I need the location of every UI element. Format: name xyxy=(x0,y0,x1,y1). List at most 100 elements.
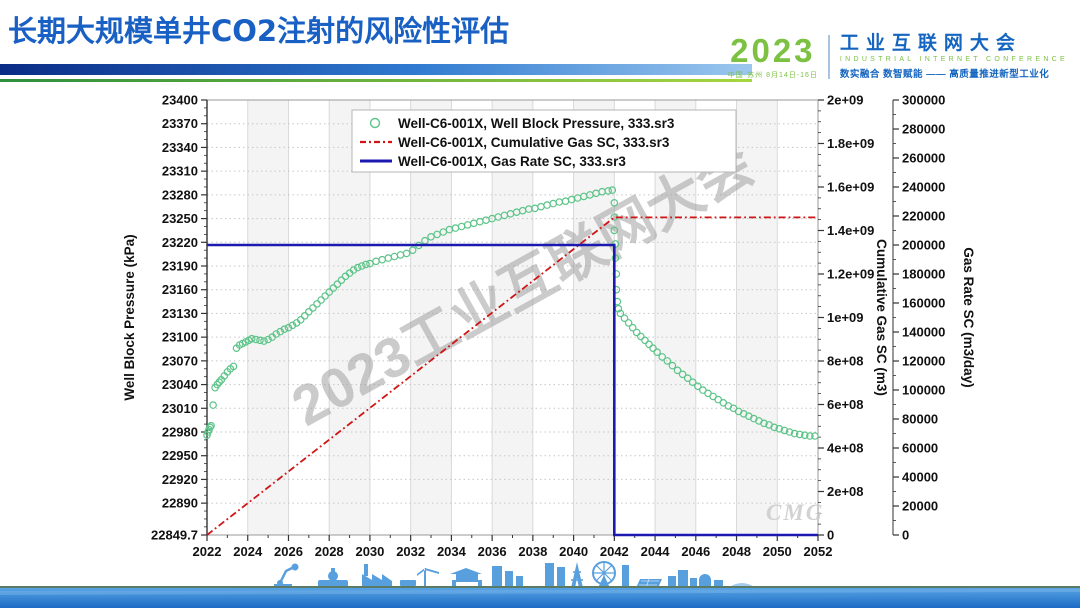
footer-dark-line xyxy=(0,586,1080,588)
svg-text:23220: 23220 xyxy=(162,235,198,250)
svg-text:4e+08: 4e+08 xyxy=(827,441,864,456)
factory-icon xyxy=(362,564,392,588)
svg-text:23040: 23040 xyxy=(162,377,198,392)
svg-text:23010: 23010 xyxy=(162,401,198,416)
svg-text:2034: 2034 xyxy=(437,544,467,559)
ferris-wheel-icon xyxy=(592,561,616,588)
svg-text:22849.7: 22849.7 xyxy=(151,528,198,543)
svg-text:23310: 23310 xyxy=(162,164,198,179)
logo-venue: 中国·苏州 8月14日-16日 xyxy=(727,72,818,79)
solar-panel-icon xyxy=(636,578,662,589)
header-accent-line xyxy=(0,79,752,82)
pressure-gas-chart: 2022 2024 2026 2028 2030 2032 2034 2036 2038 2040… xyxy=(122,93,976,560)
svg-text:6e+08: 6e+08 xyxy=(827,397,864,412)
robot-arm-icon xyxy=(274,563,299,588)
svg-text:0: 0 xyxy=(902,528,909,543)
chimney-icon xyxy=(622,565,629,588)
svg-text:120000: 120000 xyxy=(902,354,945,369)
svg-text:23190: 23190 xyxy=(162,259,198,274)
y-axis-right-gasrate: 0 20000 40000 60000 80000 100000 120000 140000 1… xyxy=(893,93,976,543)
svg-text:2038: 2038 xyxy=(518,544,547,559)
conference-logo: 2023 中国·苏州 8月14日-16日 工业互联网大会 INDUSTRIAL … xyxy=(728,34,1068,80)
logo-divider xyxy=(827,35,830,79)
svg-text:40000: 40000 xyxy=(902,470,938,485)
svg-text:280000: 280000 xyxy=(902,122,945,137)
svg-text:Well-C6-001X, Cumulative Gas S: Well-C6-001X, Cumulative Gas SC, 333.sr3 xyxy=(398,135,670,150)
y-axis-left: 23400 23370 23340 23310 23280 23250 23220 23190… xyxy=(122,93,207,543)
svg-text:2024: 2024 xyxy=(233,544,263,559)
x-axis: 2022 2024 2026 2028 2030 2032 2034 2036 2038 2040… xyxy=(193,535,833,559)
svg-text:1.2e+09: 1.2e+09 xyxy=(827,267,874,282)
logo-text-block: 工业互联网大会 INDUSTRIAL INTERNET CONFERENCE 数… xyxy=(840,34,1068,80)
logo-slogan: 数实融合 数智赋能 —— 高质量推进新型工业化 xyxy=(839,69,1050,80)
city-cluster-icon xyxy=(668,570,756,590)
svg-text:240000: 240000 xyxy=(902,180,945,195)
svg-text:23100: 23100 xyxy=(162,330,198,345)
svg-text:2040: 2040 xyxy=(559,544,588,559)
footer-band xyxy=(0,588,1080,608)
svg-text:2e+08: 2e+08 xyxy=(827,484,864,499)
svg-text:2e+09: 2e+09 xyxy=(827,93,864,108)
series-1 xyxy=(206,216,818,536)
footer-skyline xyxy=(0,561,1080,608)
logo-name-cn: 工业互联网大会 xyxy=(839,33,1022,54)
svg-text:2026: 2026 xyxy=(274,544,303,559)
svg-text:23280: 23280 xyxy=(162,187,198,202)
chart-legend: Well-C6-001X, Well Block Pressure, 333.s… xyxy=(351,109,737,173)
page-title: 长期大规模单井CO2注射的风险性评估 xyxy=(8,14,510,48)
svg-text:2028: 2028 xyxy=(315,544,344,559)
svg-text:2046: 2046 xyxy=(681,544,710,559)
svg-text:22980: 22980 xyxy=(162,425,198,440)
svg-text:260000: 260000 xyxy=(902,151,945,166)
svg-text:180000: 180000 xyxy=(902,267,945,282)
svg-text:160000: 160000 xyxy=(902,296,945,311)
svg-text:220000: 220000 xyxy=(902,209,945,224)
svg-text:2036: 2036 xyxy=(478,544,507,559)
crane-icon xyxy=(417,568,439,588)
logo-name-en: INDUSTRIAL INTERNET CONFERENCE xyxy=(839,56,1068,63)
svg-text:1.4e+09: 1.4e+09 xyxy=(827,223,874,238)
svg-text:2032: 2032 xyxy=(396,544,425,559)
series-0 xyxy=(203,186,819,440)
svg-text:2030: 2030 xyxy=(355,544,384,559)
svg-text:23370: 23370 xyxy=(162,116,198,131)
svg-text:23130: 23130 xyxy=(162,306,198,321)
svg-text:300000: 300000 xyxy=(902,93,945,108)
valve-icon xyxy=(318,568,348,588)
svg-text:140000: 140000 xyxy=(902,325,945,340)
svg-text:1e+09: 1e+09 xyxy=(827,310,864,325)
svg-text:Well-C6-001X, Gas Rate SC, 333: Well-C6-001X, Gas Rate SC, 333.sr3 xyxy=(398,154,626,169)
svg-text:22920: 22920 xyxy=(162,472,198,487)
buildings-icon xyxy=(492,563,565,588)
footer-skyline-icons xyxy=(274,561,756,590)
svg-text:20000: 20000 xyxy=(902,499,938,514)
svg-text:80000: 80000 xyxy=(902,412,938,427)
logo-year-block: 2023 中国·苏州 8月14日-16日 xyxy=(728,34,818,80)
svg-text:23400: 23400 xyxy=(162,93,198,108)
svg-text:2022: 2022 xyxy=(193,544,222,559)
svg-text:23070: 23070 xyxy=(162,353,198,368)
svg-text:2044: 2044 xyxy=(641,544,671,559)
svg-text:2048: 2048 xyxy=(722,544,751,559)
svg-text:8e+08: 8e+08 xyxy=(827,354,864,369)
svg-text:2042: 2042 xyxy=(600,544,629,559)
footer-band-streak xyxy=(0,589,1080,595)
svg-text:2052: 2052 xyxy=(804,544,833,559)
tower-icon xyxy=(571,562,583,588)
svg-text:200000: 200000 xyxy=(902,238,945,253)
svg-text:23160: 23160 xyxy=(162,282,198,297)
svg-text:1.6e+09: 1.6e+09 xyxy=(827,180,874,195)
svg-text:0: 0 xyxy=(827,528,834,543)
logo-year: 2023 xyxy=(730,32,816,69)
svg-text:1.8e+09: 1.8e+09 xyxy=(827,136,874,151)
svg-text:Gas Rate SC (m3/day): Gas Rate SC (m3/day) xyxy=(961,247,976,387)
svg-text:Well-C6-001X, Well Block Press: Well-C6-001X, Well Block Pressure, 333.s… xyxy=(398,116,675,131)
svg-text:100000: 100000 xyxy=(902,383,945,398)
series-2 xyxy=(207,243,818,537)
svg-text:22950: 22950 xyxy=(162,448,198,463)
svg-text:2050: 2050 xyxy=(763,544,792,559)
bridge-icon xyxy=(728,583,756,590)
cmg-watermark: CMG xyxy=(766,500,824,525)
svg-text:60000: 60000 xyxy=(902,441,938,456)
